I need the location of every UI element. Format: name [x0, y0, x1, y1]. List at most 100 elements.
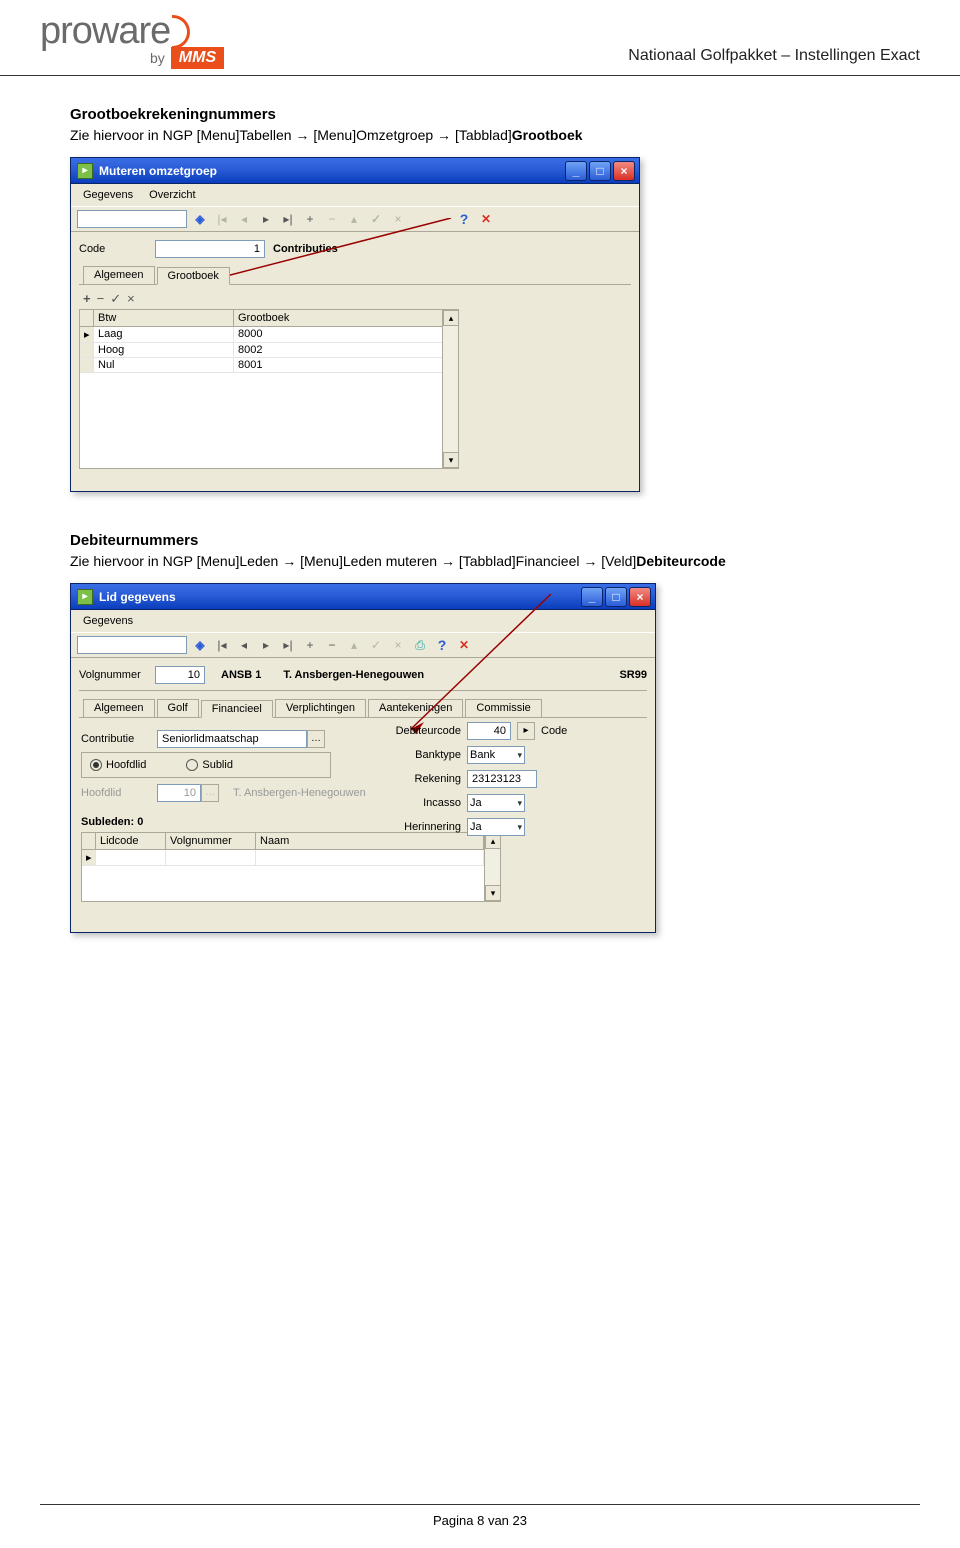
- section1-heading: Grootboekrekeningnummers: [70, 106, 890, 123]
- maximize-button[interactable]: □: [589, 161, 611, 181]
- lookup-icon[interactable]: ◈: [191, 210, 209, 228]
- ansb-text: ANSB 1: [221, 669, 261, 681]
- close-icon[interactable]: ✕: [477, 210, 495, 228]
- section2-bold: Debiteurcode: [636, 553, 725, 569]
- tab-algemeen[interactable]: Algemeen: [83, 266, 155, 284]
- mini-add-icon[interactable]: +: [83, 291, 91, 307]
- scrollbar[interactable]: ▴ ▾: [484, 833, 500, 901]
- rekening-input[interactable]: [467, 770, 537, 788]
- menu-gegevens[interactable]: Gegevens: [77, 188, 139, 202]
- table-row[interactable]: ▸ Laag 8000: [80, 327, 458, 343]
- mini-cancel-icon[interactable]: ×: [127, 291, 135, 307]
- path-arrow: →: [295, 127, 309, 143]
- cancel-icon[interactable]: ×: [389, 210, 407, 228]
- nav-last-icon[interactable]: ▸|: [279, 210, 297, 228]
- cell-gb: 8002: [234, 343, 444, 358]
- remove-icon[interactable]: −: [323, 636, 341, 654]
- close-icon[interactable]: ✕: [455, 636, 473, 654]
- lookup-icon[interactable]: ◈: [191, 636, 209, 654]
- debiteurcode-input[interactable]: [467, 722, 511, 740]
- nav-prev-icon[interactable]: ◂: [235, 636, 253, 654]
- volgnummer-input[interactable]: [155, 666, 205, 684]
- col-grootboek[interactable]: Grootboek: [234, 310, 444, 327]
- incasso-select[interactable]: Ja▾: [467, 794, 525, 812]
- minimize-button[interactable]: _: [581, 587, 603, 607]
- nav-prev-icon[interactable]: ◂: [235, 210, 253, 228]
- edit-icon[interactable]: ▴: [345, 210, 363, 228]
- code-label: Code: [79, 243, 147, 255]
- detail-tabs: Algemeen Golf Financieel Verplichtingen …: [79, 699, 647, 718]
- logo-arc-icon: [172, 15, 190, 49]
- scroll-track[interactable]: [485, 849, 500, 885]
- nav-first-icon[interactable]: |◂: [213, 636, 231, 654]
- tab-golf[interactable]: Golf: [157, 699, 199, 717]
- col-lidcode[interactable]: Lidcode: [96, 833, 166, 850]
- edit-icon[interactable]: ▴: [345, 636, 363, 654]
- remove-icon[interactable]: −: [323, 210, 341, 228]
- mini-remove-icon[interactable]: −: [97, 291, 105, 307]
- banktype-select[interactable]: Bank▾: [467, 746, 525, 764]
- mini-confirm-icon[interactable]: ✓: [110, 291, 121, 307]
- window-lid-gegevens: ▸ Lid gegevens _ □ × Gegevens ◈ |◂ ◂ ▸ ▸…: [70, 583, 656, 933]
- herinnering-select[interactable]: Ja▾: [467, 818, 525, 836]
- confirm-icon[interactable]: ✓: [367, 210, 385, 228]
- radio-sublid[interactable]: Sublid: [186, 759, 233, 771]
- table-row[interactable]: Nul 8001: [80, 358, 458, 373]
- minimize-button[interactable]: _: [565, 161, 587, 181]
- titlebar: ▸ Muteren omzetgroep _ □ ×: [71, 158, 639, 184]
- scroll-down-icon[interactable]: ▾: [485, 885, 501, 901]
- tab-grootboek[interactable]: Grootboek: [157, 267, 230, 285]
- code-input[interactable]: [155, 240, 265, 258]
- table-row[interactable]: Hoog 8002: [80, 343, 458, 358]
- radio-hoofdlid[interactable]: Hoofdlid: [90, 759, 146, 771]
- col-btw[interactable]: Btw: [94, 310, 234, 327]
- tab-aantekeningen[interactable]: Aantekeningen: [368, 699, 463, 717]
- tab-algemeen[interactable]: Algemeen: [83, 699, 155, 717]
- menu-overzicht[interactable]: Overzicht: [143, 188, 201, 202]
- help-icon[interactable]: ?: [455, 210, 473, 228]
- row-marker: [80, 343, 94, 358]
- nav-next-icon[interactable]: ▸: [257, 210, 275, 228]
- contributie-input[interactable]: [157, 730, 307, 748]
- nav-next-icon[interactable]: ▸: [257, 636, 275, 654]
- doc-title: Nationaal Golfpakket – Instellingen Exac…: [628, 47, 920, 69]
- add-icon[interactable]: +: [301, 636, 319, 654]
- toolbar-search-input[interactable]: [77, 636, 187, 654]
- print-icon[interactable]: ⎙: [411, 636, 429, 654]
- maximize-button[interactable]: □: [605, 587, 627, 607]
- menu-gegevens[interactable]: Gegevens: [77, 614, 139, 628]
- table-row[interactable]: ▸: [82, 850, 500, 866]
- add-icon[interactable]: +: [301, 210, 319, 228]
- help-icon[interactable]: ?: [433, 636, 451, 654]
- herinnering-value: Ja: [470, 821, 482, 833]
- col-volgnummer[interactable]: Volgnummer: [166, 833, 256, 850]
- contributie-lookup-button[interactable]: …: [307, 730, 325, 748]
- scroll-track[interactable]: [443, 326, 458, 452]
- window-title: Lid gegevens: [99, 590, 176, 604]
- row-selector-head: [82, 833, 96, 850]
- cancel-icon[interactable]: ×: [389, 636, 407, 654]
- scrollbar[interactable]: ▴ ▾: [442, 310, 458, 468]
- cell-empty: [256, 850, 484, 866]
- hoofdlid-lookup-button: …: [201, 784, 219, 802]
- section2-line: Zie hiervoor in NGP [Menu]Leden → [Menu]…: [70, 553, 636, 569]
- tab-verplichtingen[interactable]: Verplichtingen: [275, 699, 366, 717]
- nav-last-icon[interactable]: ▸|: [279, 636, 297, 654]
- row-marker: ▸: [80, 327, 94, 343]
- path-mid: [Menu]Omzetgroep: [313, 127, 437, 143]
- nav-first-icon[interactable]: |◂: [213, 210, 231, 228]
- close-button[interactable]: ×: [613, 161, 635, 181]
- scroll-down-icon[interactable]: ▾: [443, 452, 459, 468]
- lidtype-group: Hoofdlid Sublid: [81, 752, 331, 778]
- scroll-up-icon[interactable]: ▴: [443, 310, 459, 326]
- grootboek-grid: Btw Grootboek ▸ Laag 8000 Hoog 8002 Nul …: [79, 309, 459, 469]
- close-button[interactable]: ×: [629, 587, 651, 607]
- debiteurcode-lookup-button[interactable]: ▸: [517, 722, 535, 740]
- hoofdlid-id: [157, 784, 201, 802]
- toolbar-search-input[interactable]: [77, 210, 187, 228]
- tab-commissie[interactable]: Commissie: [465, 699, 541, 717]
- section2-path: Zie hiervoor in NGP [Menu]Leden → [Menu]…: [70, 553, 890, 569]
- tab-financieel[interactable]: Financieel: [201, 700, 273, 718]
- right-column: Debiteurcode ▸ Code Banktype Bank▾ Reken…: [389, 722, 567, 842]
- confirm-icon[interactable]: ✓: [367, 636, 385, 654]
